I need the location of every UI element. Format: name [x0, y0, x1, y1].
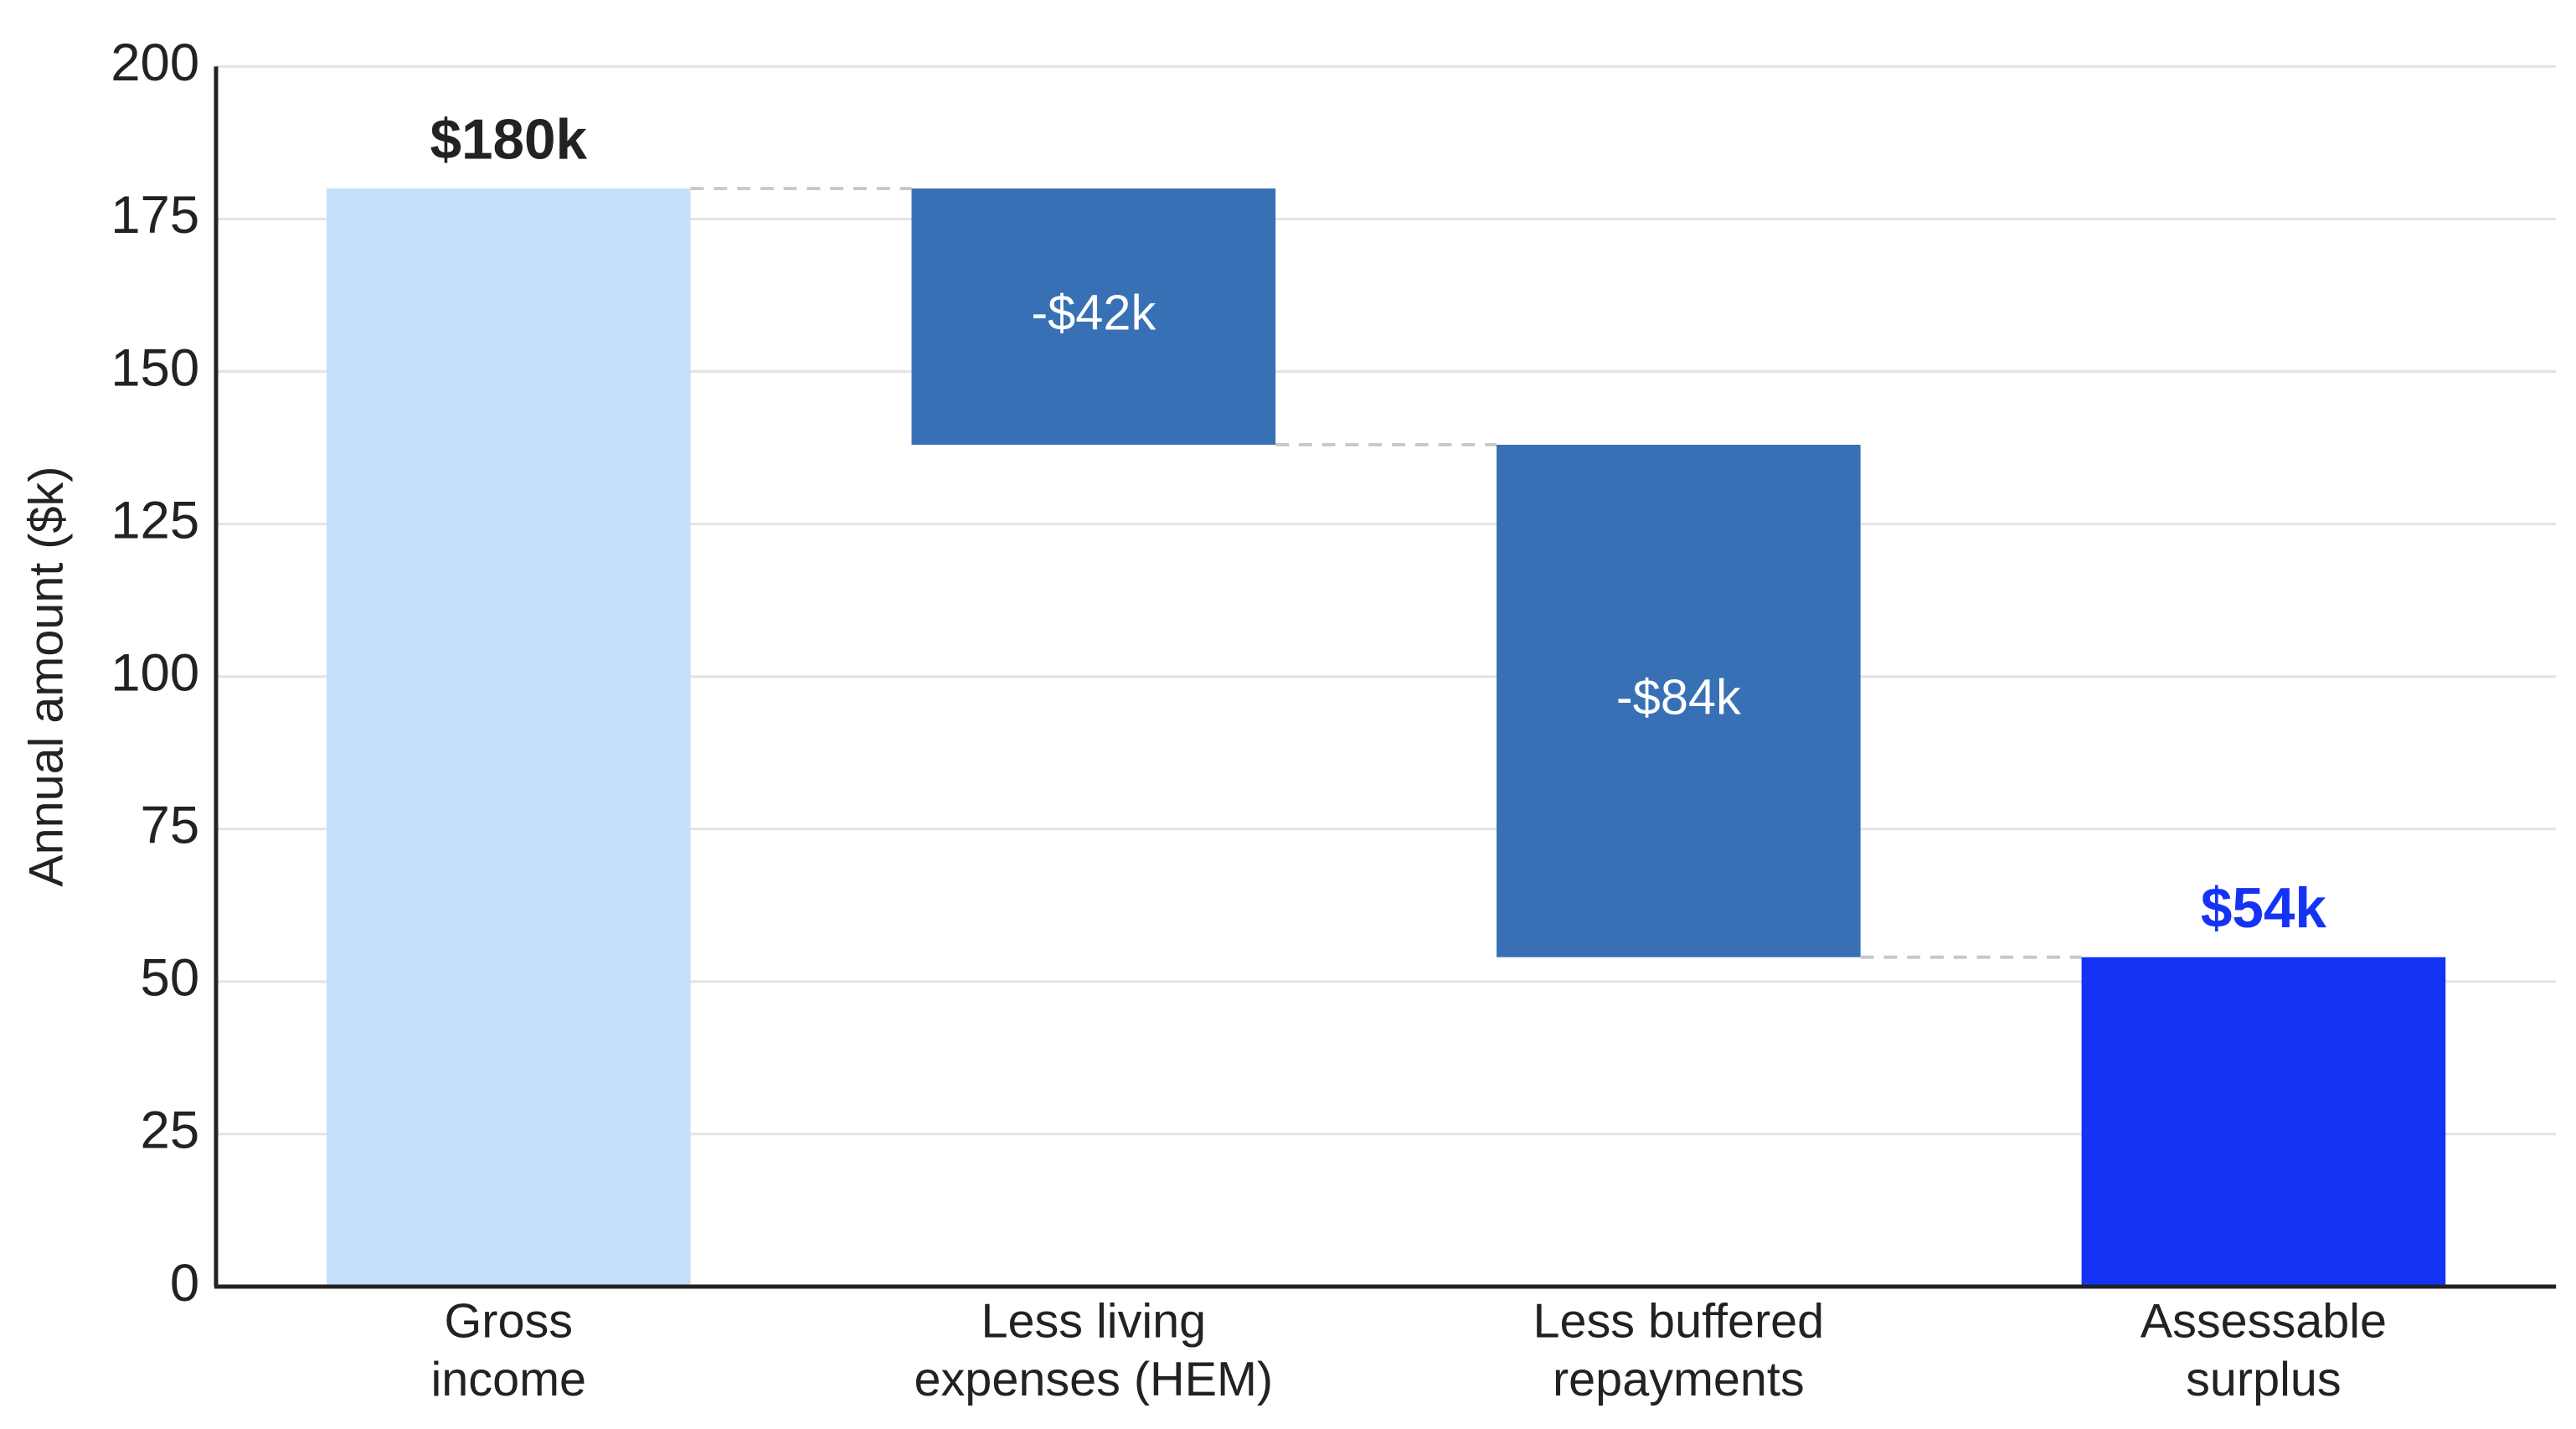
y-tick-label: 25	[141, 1101, 200, 1160]
value-label: -$42k	[1031, 285, 1156, 341]
y-tick-label: 175	[111, 186, 199, 245]
bar	[2081, 957, 2446, 1287]
value-label: $54k	[2201, 877, 2327, 940]
x-tick-label-line: Less buffered	[1533, 1295, 1825, 1349]
x-tick-label-line: income	[431, 1353, 587, 1406]
x-tick-label-line: repayments	[1553, 1353, 1805, 1406]
x-tick-label: Less living expenses (HEM)	[914, 1295, 1274, 1406]
y-axis-title: Annual amount ($k)	[20, 467, 74, 887]
value-label: $180k	[430, 108, 587, 171]
value-label: -$84k	[1616, 669, 1741, 725]
x-tick-label: Gross income	[431, 1295, 587, 1406]
x-tick-label-line: Gross	[445, 1295, 573, 1349]
y-tick-label: 200	[111, 34, 199, 92]
y-tick-label: 125	[111, 491, 199, 549]
x-tick-label-line: Less living	[981, 1295, 1206, 1349]
x-tick-label: Less buffered repayments	[1533, 1295, 1825, 1406]
bar	[1497, 444, 1861, 957]
y-tick-label: 100	[111, 643, 199, 702]
x-tick-label-line: surplus	[2186, 1353, 2342, 1406]
bar	[326, 188, 691, 1287]
x-tick-label: Assessable surplus	[2141, 1295, 2387, 1406]
y-tick-label: 50	[141, 949, 200, 1008]
y-tick-label: 75	[141, 797, 200, 855]
y-tick-label: 150	[111, 338, 199, 397]
x-tick-label-line: expenses (HEM)	[914, 1353, 1274, 1406]
x-tick-label-line: Assessable	[2141, 1295, 2387, 1349]
bar	[911, 188, 1276, 445]
y-tick-label: 0	[170, 1254, 199, 1313]
